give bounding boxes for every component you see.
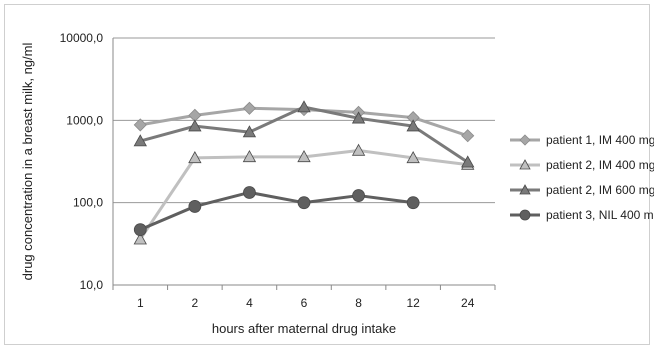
legend-marker bbox=[519, 184, 531, 195]
x-axis-title: hours after maternal drug intake bbox=[212, 321, 396, 336]
series-2 bbox=[133, 143, 475, 245]
x-tick-label: 1 bbox=[137, 296, 144, 310]
data-point bbox=[297, 196, 311, 210]
data-point bbox=[242, 125, 257, 138]
data-point bbox=[133, 223, 147, 237]
x-tick-label: 2 bbox=[192, 296, 199, 310]
legend-item: patient 3, NIL 400 mg bbox=[510, 208, 654, 222]
data-point bbox=[406, 119, 420, 132]
x-tick-label: 24 bbox=[461, 296, 475, 310]
x-tick-label: 12 bbox=[406, 296, 420, 310]
legend-label: patient 3, NIL 400 mg bbox=[546, 208, 654, 222]
y-tick-label: 100,0 bbox=[73, 196, 103, 210]
data-point bbox=[133, 134, 147, 147]
x-tick-label: 4 bbox=[246, 296, 253, 310]
series-layer bbox=[133, 100, 475, 245]
data-point bbox=[406, 196, 420, 210]
legend-item: patient 2, IM 400 mg bbox=[510, 158, 654, 172]
y-tick-label: 10000,0 bbox=[60, 31, 104, 45]
y-tick-label: 10,0 bbox=[80, 278, 104, 292]
legend: patient 1, IM 400 mg patient 2, IM 400 mg… bbox=[510, 133, 654, 222]
data-point bbox=[297, 100, 311, 113]
legend-label: patient 2, IM 400 mg bbox=[546, 158, 654, 172]
data-point bbox=[461, 155, 475, 168]
data-point bbox=[297, 150, 311, 163]
series-line bbox=[139, 149, 468, 241]
series-line bbox=[139, 190, 414, 232]
series-3 bbox=[133, 100, 475, 168]
legend-item: patient 1, IM 400 mg bbox=[510, 133, 654, 147]
data-point bbox=[406, 151, 420, 164]
chart-frame bbox=[4, 4, 650, 345]
data-point bbox=[188, 200, 202, 213]
legend-marker bbox=[519, 159, 531, 170]
y-tick-label: 1000,0 bbox=[66, 113, 103, 127]
y-axis-title: drug concentration in a breast milk, ng/… bbox=[20, 43, 35, 281]
data-point bbox=[188, 119, 202, 132]
data-point bbox=[242, 150, 257, 163]
data-point bbox=[133, 118, 147, 132]
series-4 bbox=[133, 186, 420, 237]
legend-item: patient 2, IM 600 mg bbox=[510, 183, 654, 197]
legend-marker bbox=[519, 134, 531, 146]
data-point bbox=[352, 189, 365, 202]
data-point bbox=[461, 129, 475, 143]
data-point bbox=[351, 111, 366, 124]
data-point bbox=[351, 143, 366, 156]
data-point bbox=[188, 151, 202, 164]
x-tick-label: 8 bbox=[355, 296, 362, 310]
legend-marker bbox=[519, 209, 531, 221]
data-point bbox=[242, 101, 256, 115]
legend-label: patient 2, IM 600 mg bbox=[546, 183, 654, 197]
data-point bbox=[243, 186, 256, 199]
data-point bbox=[133, 232, 147, 245]
x-tick-label: 6 bbox=[301, 296, 308, 310]
legend-label: patient 1, IM 400 mg bbox=[546, 133, 654, 147]
